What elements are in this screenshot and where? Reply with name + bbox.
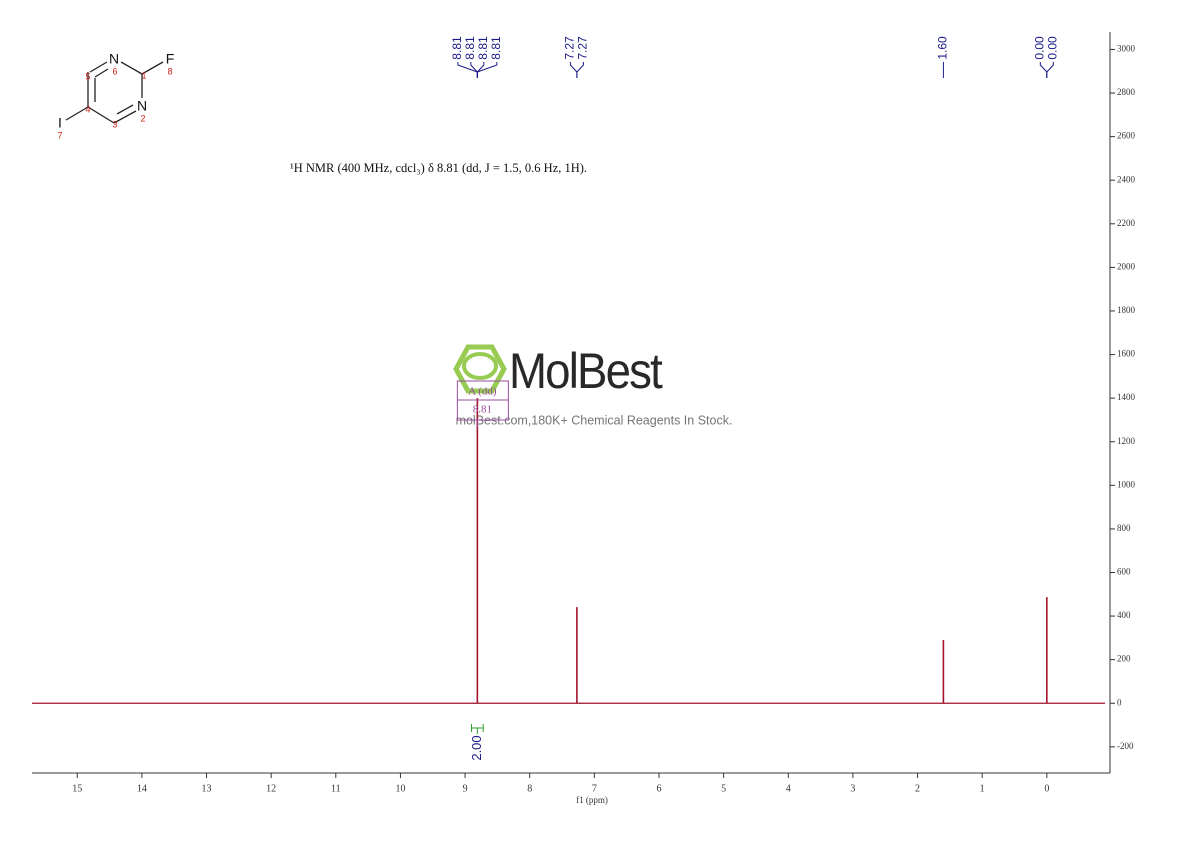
y-tick-label: 1400: [1117, 392, 1136, 402]
logo-ring: [462, 352, 498, 380]
y-tick-label: 3000: [1117, 43, 1136, 53]
atom-number: 4: [85, 104, 90, 114]
x-tick-label: 8: [527, 783, 532, 794]
atom: N: [137, 98, 147, 114]
x-tick-label: 9: [463, 783, 468, 794]
peak-leader: [569, 62, 578, 78]
bond: [113, 110, 137, 124]
y-tick-label: 1000: [1117, 479, 1136, 489]
bond: [87, 106, 115, 124]
peak-label: 8.81: [476, 36, 490, 60]
peak-label: 7.27: [576, 36, 590, 60]
peak-leader: [576, 62, 584, 78]
atom-number: 8: [167, 66, 172, 76]
y-tick-label: 2600: [1117, 131, 1136, 141]
peak-leader: [457, 62, 478, 78]
bond: [65, 106, 89, 121]
atom-number: 5: [85, 71, 90, 81]
y-tick-label: 400: [1117, 610, 1131, 620]
x-tick-label: 3: [850, 783, 855, 794]
atom: N: [109, 51, 119, 67]
annotation: ¹H NMR (400 MHz, cdcl₃) δ 8.81 (dd, J = …: [290, 161, 587, 175]
atom-number: 1: [141, 70, 146, 80]
multiplet-label: A (dd): [468, 386, 497, 398]
molecule: N F N I 5 6 1 8 4 2 3 7: [57, 51, 174, 141]
peak-label: 7.27: [563, 36, 577, 60]
peak-leader: [1039, 62, 1048, 78]
x-tick-label: 0: [1044, 783, 1049, 794]
integral-label: 2.00: [469, 735, 484, 760]
watermark-brand: MolBest: [509, 343, 663, 399]
atom-number: 6: [112, 66, 117, 76]
y-tick-label: 600: [1117, 567, 1131, 577]
y-tick-label: 2000: [1117, 261, 1136, 271]
watermark-tagline: molBest.com,180K+ Chemical Reagents In S…: [456, 413, 733, 427]
peak-label: 0.00: [1032, 36, 1046, 60]
y-tick-label: 1200: [1117, 436, 1136, 446]
multiplet-shift: 8.81: [473, 404, 492, 416]
x-tick-label: 13: [202, 783, 212, 794]
x-tick-label: 11: [331, 783, 341, 794]
logo-hexagon: [453, 344, 507, 394]
x-tick-label: 12: [266, 783, 276, 794]
x-tick-label: 1: [980, 783, 985, 794]
x-axis-label: f1 (ppm): [576, 795, 608, 805]
peak-label: 0.00: [1045, 36, 1059, 60]
y-tick-label: 1800: [1117, 305, 1136, 315]
atom-number: 3: [112, 119, 117, 129]
bond: [94, 68, 109, 78]
x-tick-label: 5: [721, 783, 726, 794]
atom-number: 7: [57, 130, 62, 140]
peak-label: 8.81: [450, 36, 464, 60]
x-tick-label: 14: [137, 783, 147, 794]
peak-label: 8.81: [489, 36, 503, 60]
y-tick-label: 800: [1117, 523, 1131, 533]
y-tick-label: 2400: [1117, 174, 1136, 184]
x-tick-label: 10: [395, 783, 405, 794]
bond: [120, 61, 143, 75]
x-tick-label: 2: [915, 783, 920, 794]
x-tick-label: 4: [786, 783, 791, 794]
y-tick-label: 1600: [1117, 349, 1136, 359]
y-tick-label: 0: [1117, 697, 1122, 707]
bond: [89, 61, 108, 73]
atom: F: [166, 51, 175, 67]
y-tick-label: 2800: [1117, 87, 1136, 97]
atom-number: 2: [140, 113, 145, 123]
peak-label: 8.81: [463, 36, 477, 60]
x-tick-label: 15: [72, 783, 82, 794]
peak-leader: [476, 62, 498, 78]
y-tick-label: -200: [1117, 741, 1134, 751]
bond: [141, 61, 164, 75]
peak-label: 1.60: [936, 36, 950, 60]
y-tick-label: 2200: [1117, 218, 1136, 228]
x-tick-label: 7: [592, 783, 597, 794]
y-tick-label: 200: [1117, 654, 1131, 664]
integral: [471, 724, 484, 734]
x-tick-label: 6: [656, 783, 661, 794]
atom: I: [58, 115, 62, 131]
peak-leader: [1046, 62, 1054, 78]
bond: [116, 104, 134, 115]
watermark: MolBest molBest.com,180K+ Chemical Reage…: [453, 343, 733, 427]
